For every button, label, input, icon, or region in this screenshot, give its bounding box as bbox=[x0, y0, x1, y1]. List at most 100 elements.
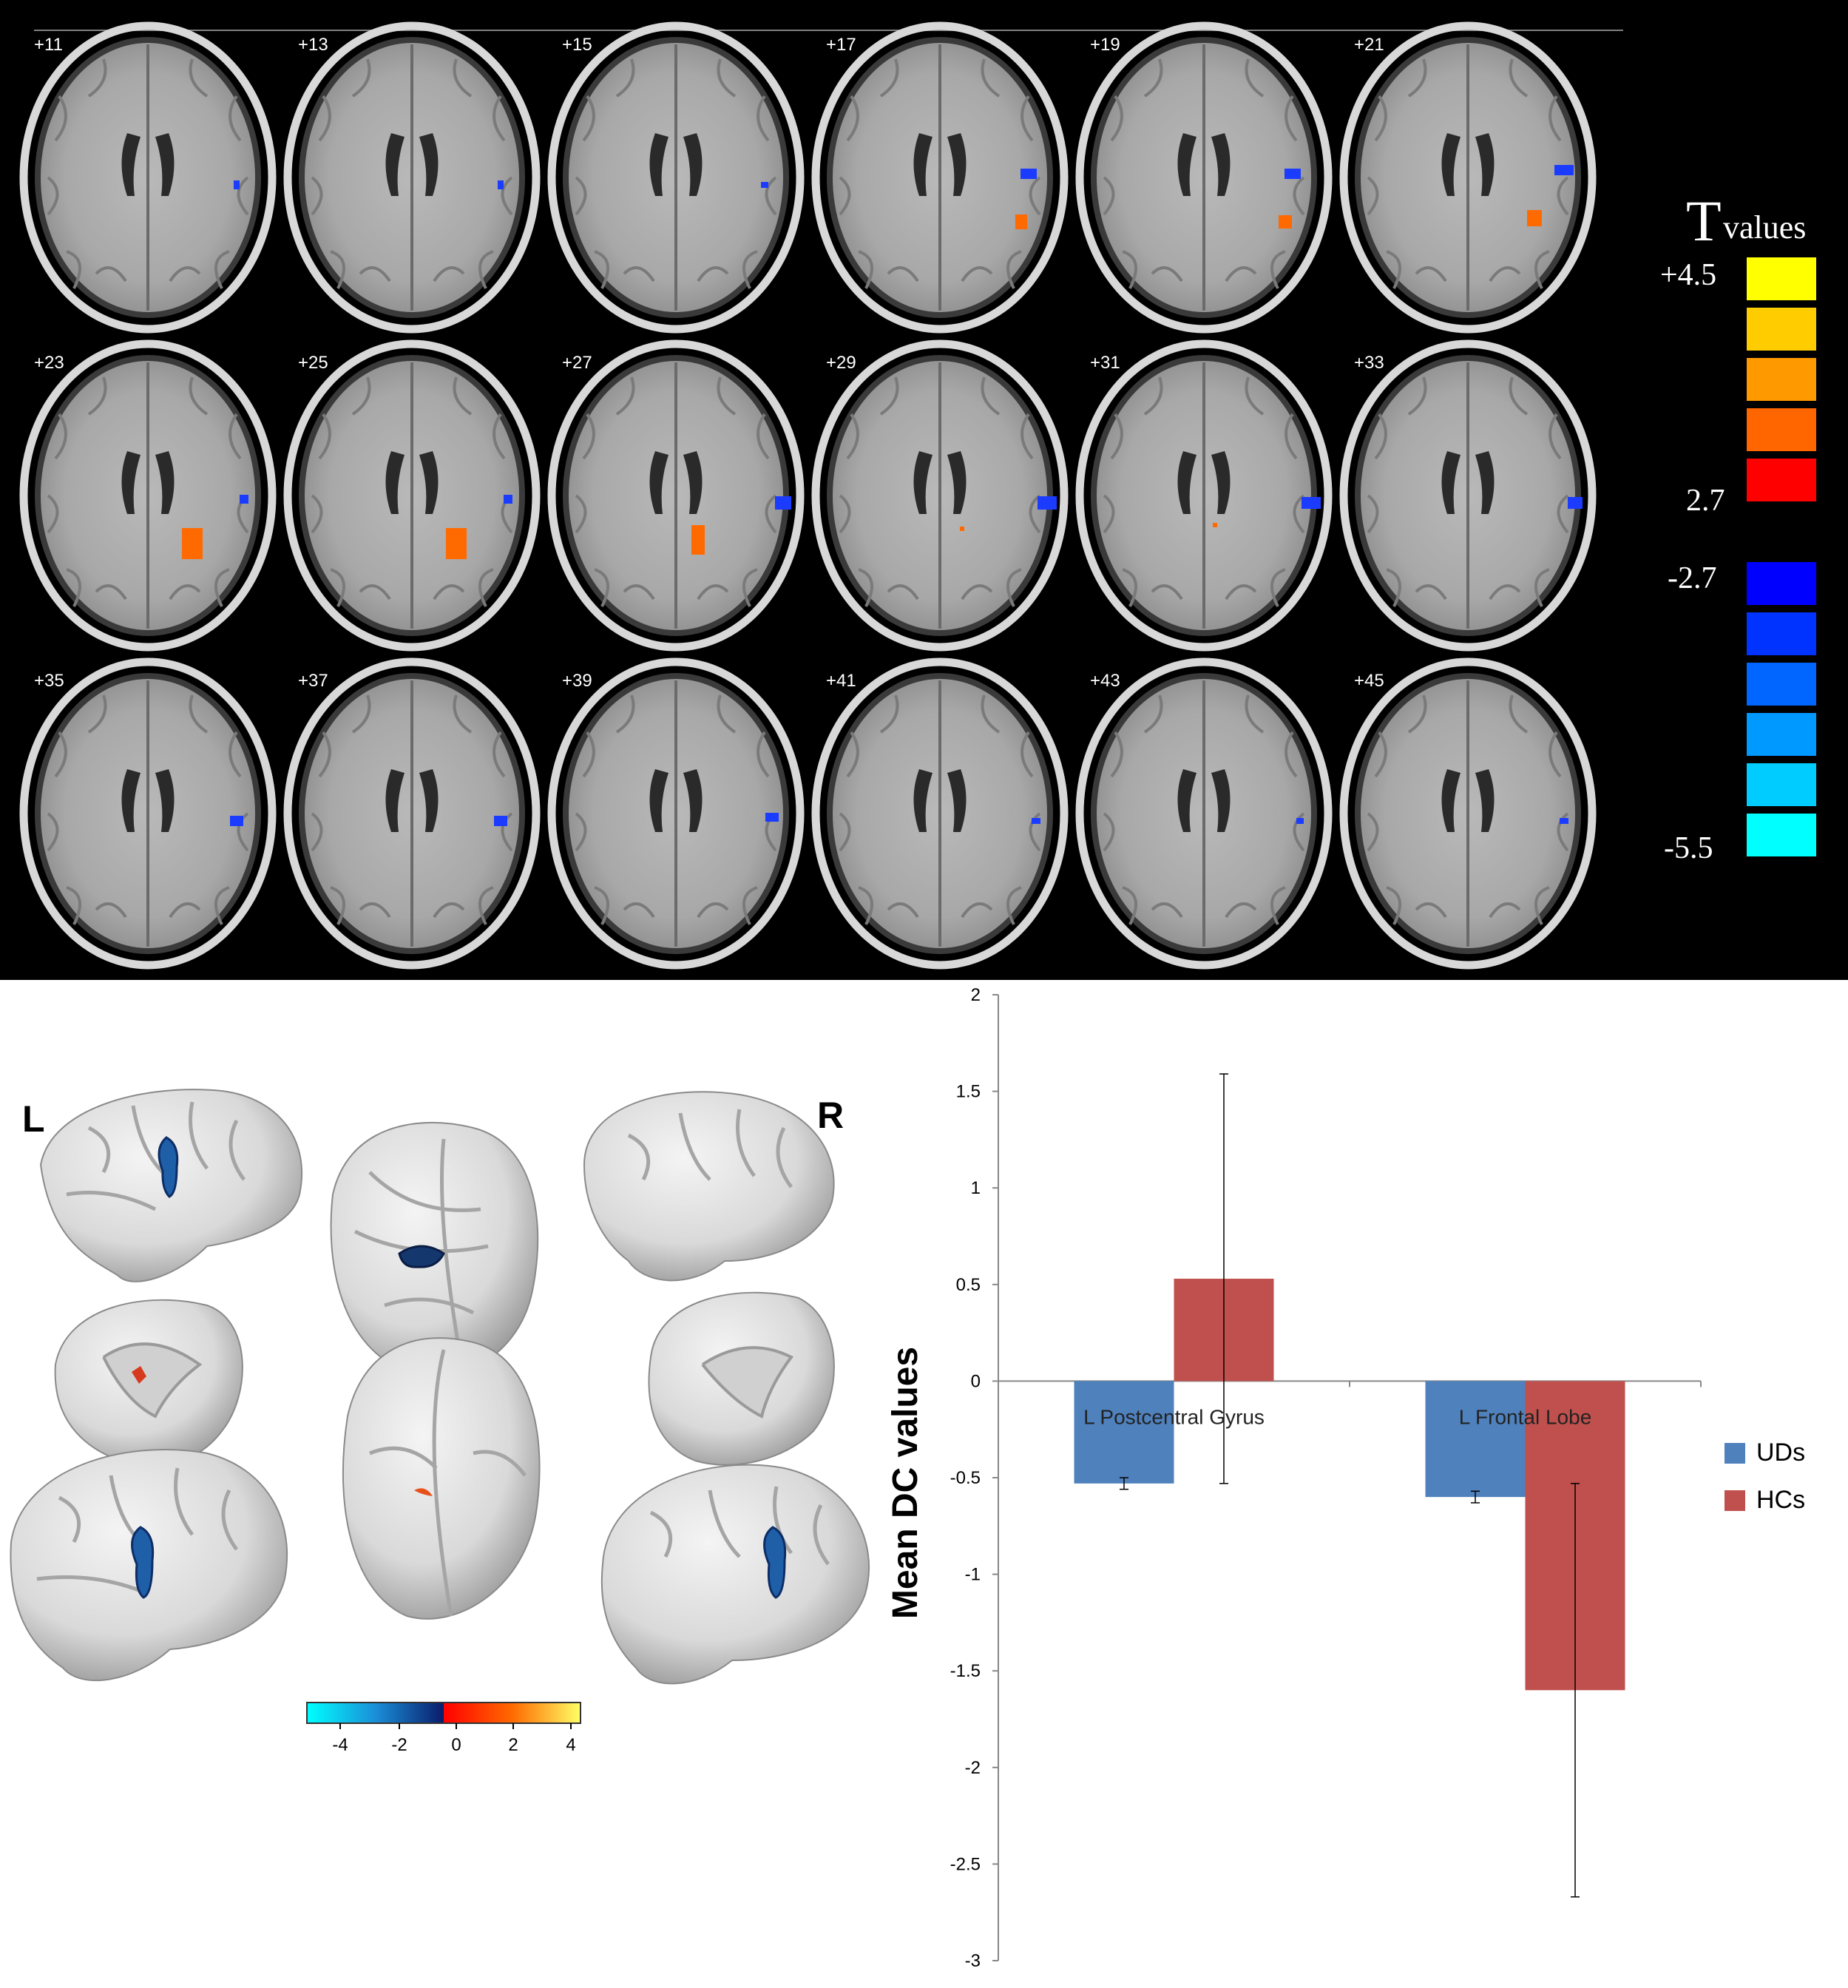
slice-z-label: +17 bbox=[826, 35, 856, 55]
legend-title-values: values bbox=[1723, 209, 1806, 246]
y-axis-label: Mean DC values bbox=[886, 1347, 925, 1619]
brain-slice: +27 bbox=[552, 344, 800, 647]
negative-cluster bbox=[1296, 818, 1304, 824]
negative-cluster bbox=[765, 813, 779, 822]
negative-cluster bbox=[1302, 497, 1321, 509]
legend-swatch-positive bbox=[1747, 257, 1816, 300]
legend-neg-min: -2.7 bbox=[1668, 561, 1717, 595]
brain-slice: +33 bbox=[1344, 344, 1592, 647]
right-hemisphere-label: R bbox=[817, 1095, 844, 1136]
slice-z-label: +15 bbox=[562, 35, 592, 55]
y-tick-label: -2.5 bbox=[950, 1854, 981, 1874]
y-tick-label: 1.5 bbox=[956, 1082, 981, 1102]
y-tick-label: -2 bbox=[965, 1758, 981, 1778]
inferior-view bbox=[342, 1337, 541, 1620]
superior-view bbox=[330, 1121, 539, 1377]
negative-cluster bbox=[498, 180, 504, 189]
positive-cluster bbox=[1279, 215, 1292, 229]
left-hemisphere-label: L bbox=[22, 1098, 45, 1140]
brain-slice: +39 bbox=[552, 662, 800, 965]
brain-slice: +21 bbox=[1344, 26, 1592, 329]
legend-neg-max: -5.5 bbox=[1664, 831, 1713, 865]
legend-pos-max: +4.5 bbox=[1660, 258, 1716, 292]
slice-z-label: +11 bbox=[34, 35, 63, 55]
bar-chart-panel: Mean DC values 2 1.5 1 0.5 0 -0.5 -1 -1.5 -2 -2.5… bbox=[850, 980, 1848, 1984]
t-values-legend: T values +4.5 2.7 -2.7 -5.5 bbox=[1660, 189, 1816, 865]
y-tick-label: 0.5 bbox=[956, 1275, 981, 1295]
brain-slice: +13 bbox=[288, 26, 536, 329]
negative-cluster bbox=[1285, 169, 1301, 179]
negative-cluster bbox=[504, 495, 512, 504]
colorbar-tick-label: -4 bbox=[332, 1735, 348, 1755]
surface-render-panel: L R bbox=[0, 980, 887, 1984]
slice-z-label: +45 bbox=[1354, 671, 1384, 691]
x-category-label: L Postcentral Gyrus bbox=[1083, 1405, 1265, 1428]
slice-z-label: +43 bbox=[1090, 671, 1120, 691]
y-tick-label: -1 bbox=[965, 1565, 981, 1585]
y-tick-label: 1 bbox=[971, 1178, 981, 1198]
negative-cluster bbox=[1032, 818, 1040, 824]
axial-slices-panel: +11 +13 +15 +17 +19 +21 +23 +25 +27 +29 +31 +33 +35 +… bbox=[0, 0, 1848, 980]
slice-z-label: +35 bbox=[34, 671, 64, 691]
brain-slice: +37 bbox=[288, 662, 536, 965]
slice-z-label: +41 bbox=[826, 671, 856, 691]
slice-z-label: +29 bbox=[826, 353, 856, 373]
mean-dc-bar-chart: Mean DC values 2 1.5 1 0.5 0 -0.5 -1 -1.5 -2 -2.5… bbox=[886, 985, 1805, 1971]
slice-z-label: +13 bbox=[298, 35, 328, 55]
slice-z-label: +37 bbox=[298, 671, 328, 691]
brain-slice: +43 bbox=[1080, 662, 1328, 965]
legend-swatch-negative bbox=[1747, 713, 1816, 756]
bar-uds bbox=[1074, 1381, 1174, 1484]
legend-pos-min: 2.7 bbox=[1686, 484, 1725, 518]
positive-cluster bbox=[960, 527, 964, 531]
legend-swatch-positive bbox=[1747, 408, 1816, 451]
brain-slice: +41 bbox=[816, 662, 1064, 965]
legend-swatch-negative bbox=[1747, 763, 1816, 806]
right-lateral-view bbox=[583, 1091, 835, 1282]
y-tick-label: -1.5 bbox=[950, 1661, 981, 1681]
slice-z-label: +21 bbox=[1354, 35, 1384, 55]
y-tick-label: -3 bbox=[965, 1951, 981, 1971]
legend-swatch-negative bbox=[1747, 663, 1816, 706]
negative-cluster bbox=[230, 816, 243, 826]
brain-slice: +19 bbox=[1080, 26, 1328, 329]
axial-slices-svg: +11 +13 +15 +17 +19 +21 +23 +25 +27 +29 +31 +33 +35 +… bbox=[0, 0, 1816, 980]
brain-slice: +15 bbox=[552, 26, 800, 329]
slice-z-label: +31 bbox=[1090, 353, 1120, 373]
surface-render-svg: L R bbox=[10, 1089, 870, 1755]
legend-title-t: T bbox=[1686, 189, 1722, 253]
colorbar-tick-label: 2 bbox=[508, 1735, 518, 1755]
brain-slice: +31 bbox=[1080, 344, 1328, 647]
slice-z-label: +33 bbox=[1354, 353, 1384, 373]
legend-swatch-negative bbox=[1747, 612, 1816, 655]
legend-entry: HCs bbox=[1756, 1486, 1805, 1514]
legend-swatch bbox=[1725, 1443, 1745, 1464]
negative-cluster bbox=[494, 816, 507, 826]
surface-colorbar: -4 -2 0 2 4 bbox=[306, 1702, 581, 1755]
positive-cluster bbox=[691, 525, 705, 555]
positive-cluster bbox=[1527, 210, 1542, 226]
right-medial-view bbox=[648, 1291, 835, 1466]
legend-swatch-positive bbox=[1747, 308, 1816, 351]
slice-z-label: +19 bbox=[1090, 35, 1120, 55]
colorbar-tick-label: -2 bbox=[391, 1735, 407, 1755]
y-tick-label: 0 bbox=[971, 1371, 981, 1391]
legend-swatch-negative bbox=[1747, 562, 1816, 605]
legend-swatch-positive bbox=[1747, 459, 1816, 501]
brain-slice: +23 bbox=[24, 344, 272, 647]
legend-swatch-negative bbox=[1747, 814, 1816, 856]
left-medial-view bbox=[54, 1299, 243, 1467]
bar-uds bbox=[1425, 1381, 1526, 1498]
brain-slice: +35 bbox=[24, 662, 272, 965]
legend-swatch bbox=[1725, 1490, 1745, 1511]
positive-cluster bbox=[1213, 523, 1217, 527]
negative-cluster bbox=[761, 182, 768, 188]
colorbar-tick-label: 0 bbox=[451, 1735, 461, 1755]
legend-swatch-positive bbox=[1747, 358, 1816, 401]
brain-slice: +29 bbox=[816, 344, 1064, 647]
slice-z-label: +23 bbox=[34, 353, 64, 373]
left-lateral-view bbox=[39, 1089, 303, 1282]
brain-slice: +45 bbox=[1344, 662, 1592, 965]
brain-slice: +25 bbox=[288, 344, 536, 647]
slice-z-label: +39 bbox=[562, 671, 592, 691]
